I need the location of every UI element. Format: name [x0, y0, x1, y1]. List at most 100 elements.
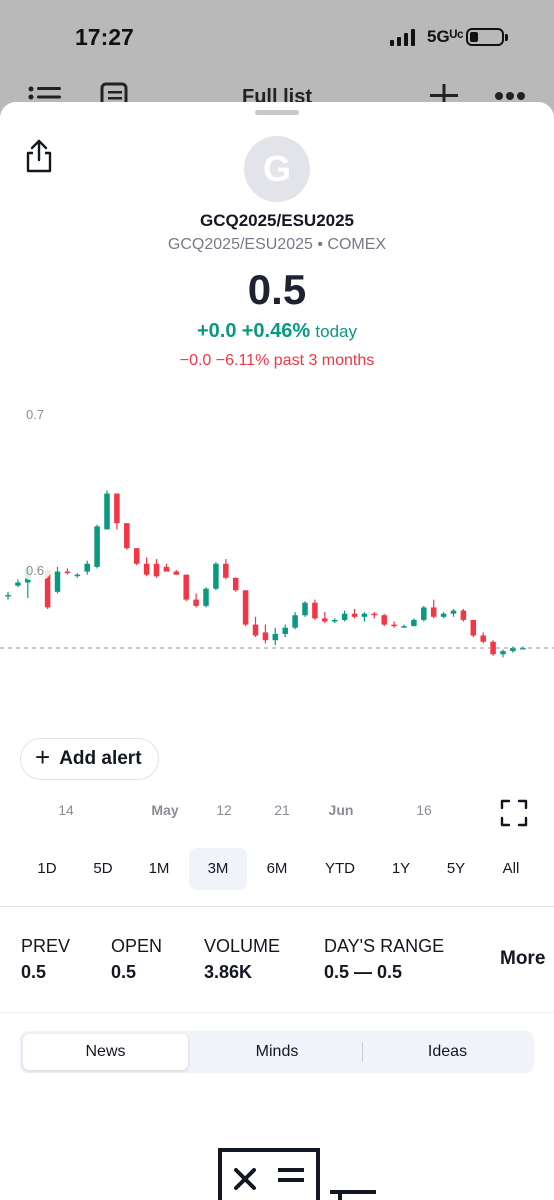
range-all[interactable]: All	[502, 860, 520, 877]
plus-icon: +	[35, 742, 51, 772]
candle	[381, 613, 387, 627]
stat-prev: PREV 0.5	[21, 936, 70, 983]
more-stats-button[interactable]: More	[500, 948, 546, 969]
candle	[5, 591, 11, 600]
tab-ideas[interactable]: Ideas	[427, 1043, 468, 1060]
candle	[272, 627, 279, 645]
stat-label: PREV	[21, 936, 71, 956]
candle	[292, 612, 298, 630]
y-tick-label: 0.7	[26, 407, 44, 422]
candle	[252, 616, 259, 638]
candle	[322, 612, 328, 624]
change-3m-label: past 3 months	[273, 352, 375, 369]
battery-icon	[466, 28, 508, 46]
change-3m-abs: −0.0	[179, 352, 212, 369]
candle	[411, 618, 417, 627]
change-3-months: −0.0 −6.11% past 3 months	[0, 352, 554, 370]
key-stats: PREV 0.5 OPEN 0.5 VOLUME 3.86K DAY'S RAN…	[0, 936, 554, 996]
candle	[302, 601, 308, 617]
change-today-label: today	[315, 322, 358, 341]
candle	[312, 599, 318, 620]
stat-volume: VOLUME 3.86K	[204, 936, 280, 983]
candle	[500, 649, 506, 658]
range-1d[interactable]: 1D	[37, 860, 57, 877]
candle	[242, 590, 249, 627]
candle	[213, 562, 219, 591]
candle	[460, 609, 467, 622]
candle	[341, 610, 348, 622]
x-tick: 21	[274, 802, 290, 818]
symbol-details-sheet: G GCQ2025/ESU2025 GCQ2025/ESU2025 • COME…	[0, 102, 554, 1200]
candle	[470, 619, 477, 638]
range-1m[interactable]: 1M	[148, 860, 170, 877]
candle	[371, 612, 378, 619]
more-options-icon	[495, 92, 525, 100]
range-1y[interactable]: 1Y	[391, 860, 411, 877]
divider	[0, 1012, 554, 1013]
range-6m[interactable]: 6M	[266, 860, 288, 877]
x-tick: 12	[216, 802, 232, 818]
candle	[64, 568, 71, 575]
range-5d[interactable]: 5D	[93, 860, 113, 877]
status-bar: 17:27 5Gᵁᶜ	[0, 0, 554, 80]
status-time: 17:27	[75, 24, 134, 50]
candle	[183, 574, 189, 602]
candle	[153, 559, 160, 578]
stat-open: OPEN 0.5	[111, 936, 162, 983]
candle	[391, 621, 397, 628]
x-tick: 16	[416, 802, 432, 818]
tab-minds[interactable]: Minds	[255, 1043, 299, 1060]
stat-label: DAY'S RANGE	[324, 936, 445, 956]
change-3m-pct: −6.11%	[215, 352, 270, 369]
candle	[15, 579, 21, 588]
x-tick: 14	[58, 802, 74, 818]
candle	[401, 624, 407, 628]
symbol-exchange: GCQ2025/ESU2025 • COMEX	[167, 236, 387, 253]
candle	[124, 523, 130, 550]
plus-icon	[430, 84, 458, 110]
fullscreen-icon[interactable]	[500, 799, 528, 827]
divider	[0, 906, 554, 907]
candle	[510, 646, 516, 653]
change-today: +0.0 +0.46% today	[0, 320, 554, 343]
candle	[143, 557, 150, 577]
candle	[193, 593, 199, 608]
range-selector: 1D 5D 1M 3M 6M YTD 1Y 5Y All	[0, 848, 554, 890]
price-chart[interactable]: 0.7 0.6	[0, 392, 554, 712]
candle	[282, 624, 288, 638]
empty-news-illustration	[218, 1148, 376, 1200]
last-price: 0.5	[247, 266, 307, 313]
candle	[163, 563, 170, 572]
tab-separator	[362, 1042, 363, 1062]
range-ytd[interactable]: YTD	[325, 860, 355, 877]
x-tick: Jun	[328, 802, 354, 818]
candle	[421, 605, 427, 622]
candle	[450, 609, 457, 617]
sheet-grabber[interactable]	[255, 110, 299, 115]
candle	[331, 618, 338, 624]
stat-value: 3.86K	[204, 962, 253, 982]
candle	[440, 612, 447, 619]
notes-icon	[100, 82, 128, 108]
symbol-avatar: G	[244, 136, 310, 202]
candle	[54, 566, 61, 594]
share-icon[interactable]	[22, 138, 56, 174]
add-alert-label: Add alert	[59, 748, 142, 769]
candle	[74, 573, 81, 578]
stat-days-range: DAY'S RANGE 0.5 — 0.5	[324, 936, 444, 983]
candle	[232, 577, 239, 592]
list-icon	[28, 86, 61, 100]
range-5y[interactable]: 5Y	[446, 860, 466, 877]
candle	[351, 609, 358, 619]
x-tick: May	[151, 802, 179, 818]
network-label: 5Gᵁᶜ	[427, 27, 464, 46]
candle	[262, 624, 269, 644]
tab-news[interactable]: News	[23, 1034, 188, 1070]
candle	[361, 612, 368, 622]
candle	[94, 524, 100, 569]
candle	[173, 570, 180, 575]
change-today-abs: +0.0	[196, 320, 237, 342]
range-3m[interactable]: 3M	[189, 848, 247, 890]
add-alert-button[interactable]: + Add alert	[20, 738, 159, 780]
content-tabs: News Minds Ideas	[20, 1031, 534, 1073]
